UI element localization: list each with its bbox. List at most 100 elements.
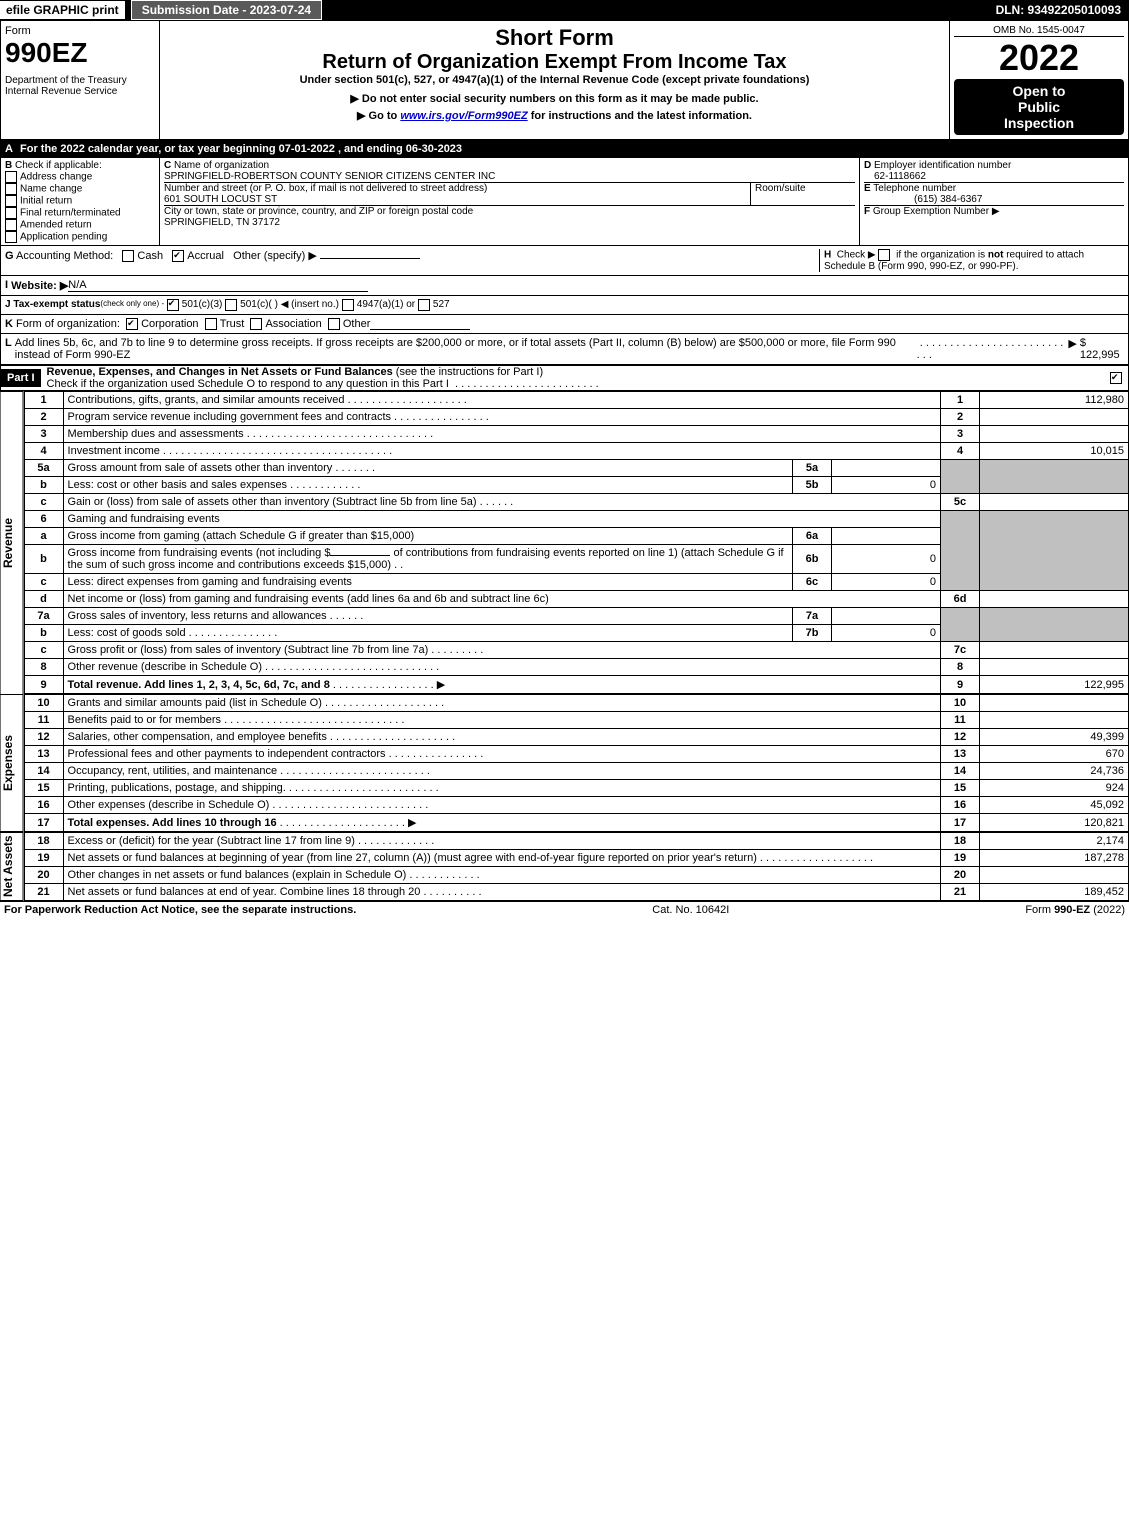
line-1-desc: Contributions, gifts, grants, and simila… xyxy=(68,394,345,406)
city-label: City or town, state or province, country… xyxy=(164,206,473,217)
line-7b-desc: Less: cost of goods sold xyxy=(68,627,186,639)
line-7a-sub: 7a xyxy=(793,608,832,625)
part-1-label: Part I xyxy=(1,369,41,387)
line-12-amt: 49,399 xyxy=(980,729,1129,746)
opt-trust: Trust xyxy=(220,318,245,330)
tel-label: Telephone number xyxy=(873,183,956,194)
line-6d: d Net income or (loss) from gaming and f… xyxy=(24,591,1128,608)
line-15-ln: 15 xyxy=(941,780,980,797)
section-h-label: H xyxy=(824,250,831,261)
checkbox-accrual[interactable] xyxy=(172,250,184,262)
checkbox-501c-other[interactable] xyxy=(225,299,237,311)
line-6c-desc: Less: direct expenses from gaming and fu… xyxy=(68,576,352,588)
grey-cell-7 xyxy=(941,608,980,642)
open-to: Open to xyxy=(958,83,1120,99)
line-6c-num: c xyxy=(24,574,63,591)
open-public-badge: Open to Public Inspection xyxy=(954,79,1124,135)
line-10: 10 Grants and similar amounts paid (list… xyxy=(24,695,1128,712)
line-6b-blank[interactable] xyxy=(330,555,390,556)
checkbox-other-org[interactable] xyxy=(328,318,340,330)
line-8-num: 8 xyxy=(24,659,63,676)
netassets-section-label: Net Assets xyxy=(0,832,24,901)
section-a-label: A xyxy=(5,143,13,155)
checkbox-schedule-o[interactable] xyxy=(1110,372,1122,384)
line-15-num: 15 xyxy=(24,780,63,797)
checkbox-schedule-b[interactable] xyxy=(878,249,890,261)
line-6b-num: b xyxy=(24,545,63,574)
line-5a-sub: 5a xyxy=(793,460,832,477)
line-7a: 7a Gross sales of inventory, less return… xyxy=(24,608,1128,625)
tel-value: (615) 384-6367 xyxy=(864,194,982,205)
line-19-desc: Net assets or fund balances at beginning… xyxy=(68,852,757,864)
line-6c-sub: 6c xyxy=(793,574,832,591)
line-4-desc: Investment income xyxy=(68,445,160,457)
line-15-desc: Printing, publications, postage, and shi… xyxy=(68,782,286,794)
line-7a-subval xyxy=(832,608,941,625)
line-18-desc: Excess or (deficit) for the year (Subtra… xyxy=(68,835,355,847)
line-16-desc: Other expenses (describe in Schedule O) xyxy=(68,799,270,811)
checkbox-name-change[interactable] xyxy=(5,183,17,195)
section-i-label: I xyxy=(5,279,8,291)
checkbox-501c3[interactable] xyxy=(167,299,179,311)
section-g-label: G xyxy=(5,250,14,262)
omb-number: OMB No. 1545-0047 xyxy=(954,25,1124,37)
line-15-amt: 924 xyxy=(980,780,1129,797)
line-5b-desc: Less: cost or other basis and sales expe… xyxy=(68,479,288,491)
check-if-applicable: Check if applicable: xyxy=(15,160,102,171)
line-12: 12 Salaries, other compensation, and emp… xyxy=(24,729,1128,746)
other-specify-input[interactable] xyxy=(320,258,420,259)
line-1: 1 Contributions, gifts, grants, and simi… xyxy=(24,392,1128,409)
line-7c-amt xyxy=(980,642,1129,659)
expenses-section-label: Expenses xyxy=(0,694,24,832)
checkbox-application-pending[interactable] xyxy=(5,231,17,243)
city-state-zip: SPRINGFIELD, TN 37172 xyxy=(164,217,280,228)
line-13-amt: 670 xyxy=(980,746,1129,763)
revenue-table: 1 Contributions, gifts, grants, and simi… xyxy=(24,391,1129,694)
line-4-ln: 4 xyxy=(941,443,980,460)
line-17-ln: 17 xyxy=(941,814,980,832)
grey-amt-7 xyxy=(980,608,1129,642)
efile-label[interactable]: efile GRAPHIC print xyxy=(0,1,125,19)
line-9-arrow: ▶ xyxy=(437,679,445,691)
checkbox-association[interactable] xyxy=(250,318,262,330)
checkbox-address-change[interactable] xyxy=(5,171,17,183)
checkbox-corporation[interactable] xyxy=(126,318,138,330)
checkbox-trust[interactable] xyxy=(205,318,217,330)
line-5c-ln: 5c xyxy=(941,494,980,511)
line-21-ln: 21 xyxy=(941,884,980,901)
line-20-ln: 20 xyxy=(941,867,980,884)
line-9-num: 9 xyxy=(24,676,63,694)
line-9: 9 Total revenue. Add lines 1, 2, 3, 4, 5… xyxy=(24,676,1128,694)
checkbox-4947a1[interactable] xyxy=(342,299,354,311)
grey-cell-6 xyxy=(941,511,980,591)
checkbox-amended-return[interactable] xyxy=(5,219,17,231)
warn2-prefix: ▶ Go to xyxy=(357,110,400,122)
check-only-one: (check only one) - xyxy=(100,299,164,311)
checkbox-cash[interactable] xyxy=(122,250,134,262)
section-c-label: C xyxy=(164,160,171,171)
grey-amt-6 xyxy=(980,511,1129,591)
line-5b-subval: 0 xyxy=(832,477,941,494)
goto-link-row: ▶ Go to www.irs.gov/Form990EZ for instru… xyxy=(164,109,945,122)
line-15: 15 Printing, publications, postage, and … xyxy=(24,780,1128,797)
line-2-num: 2 xyxy=(24,409,63,426)
line-10-num: 10 xyxy=(24,695,63,712)
inspection-label: Inspection xyxy=(958,115,1120,131)
line-20-num: 20 xyxy=(24,867,63,884)
irs-link[interactable]: www.irs.gov/Form990EZ xyxy=(400,110,527,122)
line-10-amt xyxy=(980,695,1129,712)
line-6a-sub: 6a xyxy=(793,528,832,545)
part-1-instructions: (see the instructions for Part I) xyxy=(396,366,543,378)
checkbox-initial-return[interactable] xyxy=(5,195,17,207)
line-5a: 5a Gross amount from sale of assets othe… xyxy=(24,460,1128,477)
other-org-input[interactable] xyxy=(370,318,470,330)
checkbox-527[interactable] xyxy=(418,299,430,311)
line-6: 6 Gaming and fundraising events xyxy=(24,511,1128,528)
line-3-desc: Membership dues and assessments xyxy=(68,428,244,440)
line-16: 16 Other expenses (describe in Schedule … xyxy=(24,797,1128,814)
line-6b-desc-pre: Gross income from fundraising events (no… xyxy=(68,547,331,559)
checkbox-final-return[interactable] xyxy=(5,207,17,219)
opt-final-return: Final return/terminated xyxy=(20,208,121,219)
line-8-ln: 8 xyxy=(941,659,980,676)
section-l-label: L xyxy=(5,337,12,349)
